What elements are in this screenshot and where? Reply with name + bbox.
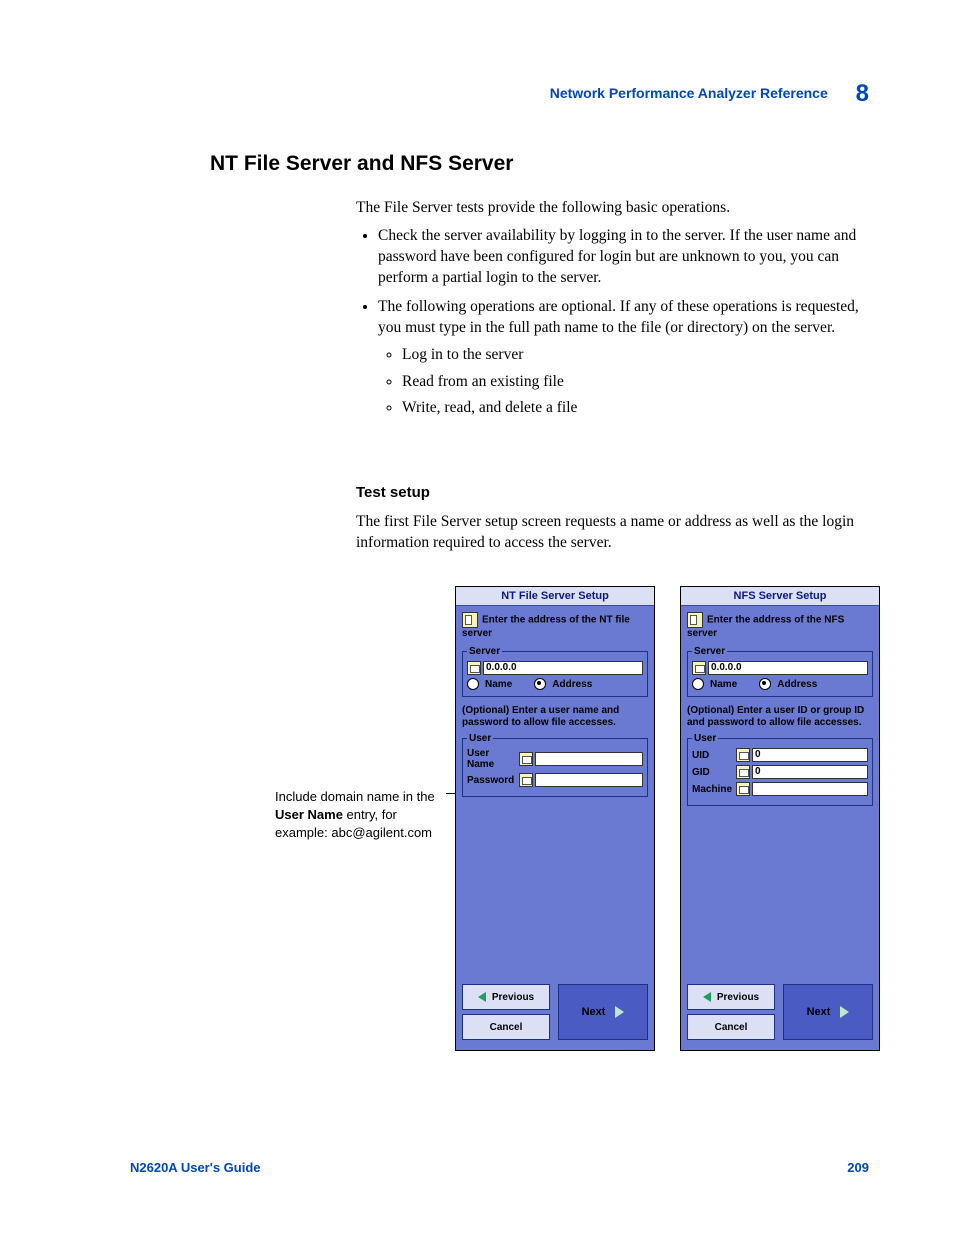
nt-server-input[interactable]: 0.0.0.0 xyxy=(483,661,643,675)
server-legend: Server xyxy=(467,646,502,657)
setup-text: The first File Server setup screen reque… xyxy=(356,512,874,554)
nfs-dialog: NFS Server Setup Enter the address of th… xyxy=(680,586,880,1051)
nfs-next-button[interactable]: Next xyxy=(783,984,873,1040)
nt-instruction: Enter the address of the NT file server xyxy=(462,612,648,640)
nt-radio-name[interactable] xyxy=(467,678,479,690)
previous-icon xyxy=(478,992,486,1002)
nt-dialog: NT File Server Setup Enter the address o… xyxy=(455,586,655,1051)
keyboard-icon[interactable] xyxy=(736,782,750,796)
bullet-list: Check the server availability by logging… xyxy=(356,226,874,427)
previous-icon xyxy=(703,992,711,1002)
user-legend: User xyxy=(692,733,718,744)
test-setup-heading: Test setup xyxy=(356,484,430,501)
nfs-instruction-text: Enter the address of the NFS server xyxy=(687,615,844,639)
footer-guide: N2620A User's Guide xyxy=(130,1160,261,1175)
keyboard-icon[interactable] xyxy=(519,752,533,766)
nfs-dialog-title: NFS Server Setup xyxy=(681,587,879,606)
bullet-item: The following operations are optional. I… xyxy=(378,297,874,420)
domain-annotation: Include domain name in the User Name ent… xyxy=(275,788,445,843)
next-icon xyxy=(615,1006,624,1018)
wizard-icon xyxy=(687,612,703,628)
uid-label: UID xyxy=(692,750,736,761)
previous-label: Previous xyxy=(717,992,759,1003)
nfs-radio-address[interactable] xyxy=(759,678,771,690)
nt-username-input[interactable] xyxy=(535,752,643,766)
annotation-bold: User Name xyxy=(275,807,343,822)
nt-optional-text: (Optional) Enter a user name and passwor… xyxy=(462,705,648,729)
keyboard-icon[interactable] xyxy=(736,765,750,779)
page-footer: N2620A User's Guide 209 xyxy=(130,1160,869,1175)
nfs-optional-text: (Optional) Enter a user ID or group ID a… xyxy=(687,705,873,729)
nt-instruction-text: Enter the address of the NT file server xyxy=(462,615,630,639)
cancel-label: Cancel xyxy=(715,1022,748,1033)
nfs-previous-button[interactable]: Previous xyxy=(687,984,775,1010)
next-label: Next xyxy=(807,1006,831,1018)
server-legend: Server xyxy=(692,646,727,657)
nt-cancel-button[interactable]: Cancel xyxy=(462,1014,550,1040)
previous-label: Previous xyxy=(492,992,534,1003)
wizard-icon xyxy=(462,612,478,628)
nfs-uid-input[interactable]: 0 xyxy=(752,748,868,762)
nfs-server-input[interactable]: 0.0.0.0 xyxy=(708,661,868,675)
breadcrumb: Network Performance Analyzer Reference xyxy=(550,85,828,101)
nt-radio-name-label: Name xyxy=(485,679,512,690)
chapter-number: 8 xyxy=(856,80,869,107)
nfs-radio-name[interactable] xyxy=(692,678,704,690)
nfs-user-group: User UID 0 GID 0 Machine xyxy=(687,733,873,806)
sub-bullet: Log in to the server xyxy=(402,345,874,366)
nfs-radio-name-label: Name xyxy=(710,679,737,690)
keyboard-icon[interactable] xyxy=(736,748,750,762)
cancel-label: Cancel xyxy=(490,1022,523,1033)
keyboard-icon[interactable] xyxy=(692,661,706,675)
bullet-item-text: The following operations are optional. I… xyxy=(378,298,859,336)
nfs-server-group: Server 0.0.0.0 Name Address xyxy=(687,646,873,697)
nt-previous-button[interactable]: Previous xyxy=(462,984,550,1010)
nfs-instruction: Enter the address of the NFS server xyxy=(687,612,873,640)
nt-radio-address-label: Address xyxy=(552,679,592,690)
nt-radio-address[interactable] xyxy=(534,678,546,690)
sub-bullet: Read from an existing file xyxy=(402,372,874,393)
nfs-machine-input[interactable] xyxy=(752,782,868,796)
bullet-item: Check the server availability by logging… xyxy=(378,226,874,289)
keyboard-icon[interactable] xyxy=(519,773,533,787)
section-title: NT File Server and NFS Server xyxy=(210,152,513,176)
nt-next-button[interactable]: Next xyxy=(558,984,648,1040)
footer-page: 209 xyxy=(847,1160,869,1175)
next-icon xyxy=(840,1006,849,1018)
page-header: Network Performance Analyzer Reference 8 xyxy=(550,80,869,108)
nfs-gid-input[interactable]: 0 xyxy=(752,765,868,779)
nt-password-input[interactable] xyxy=(535,773,643,787)
keyboard-icon[interactable] xyxy=(467,661,481,675)
sub-bullet: Write, read, and delete a file xyxy=(402,398,874,419)
user-legend: User xyxy=(467,733,493,744)
machine-label: Machine xyxy=(692,784,736,795)
annotation-text: Include domain name in the xyxy=(275,789,435,804)
nt-server-group: Server 0.0.0.0 Name Address xyxy=(462,646,648,697)
nt-dialog-title: NT File Server Setup xyxy=(456,587,654,606)
nfs-cancel-button[interactable]: Cancel xyxy=(687,1014,775,1040)
gid-label: GID xyxy=(692,767,736,778)
nfs-radio-address-label: Address xyxy=(777,679,817,690)
nt-user-group: User User Name Password xyxy=(462,733,648,797)
username-label: User Name xyxy=(467,748,519,770)
intro-text: The File Server tests provide the follow… xyxy=(356,198,874,219)
password-label: Password xyxy=(467,775,519,786)
next-label: Next xyxy=(582,1006,606,1018)
